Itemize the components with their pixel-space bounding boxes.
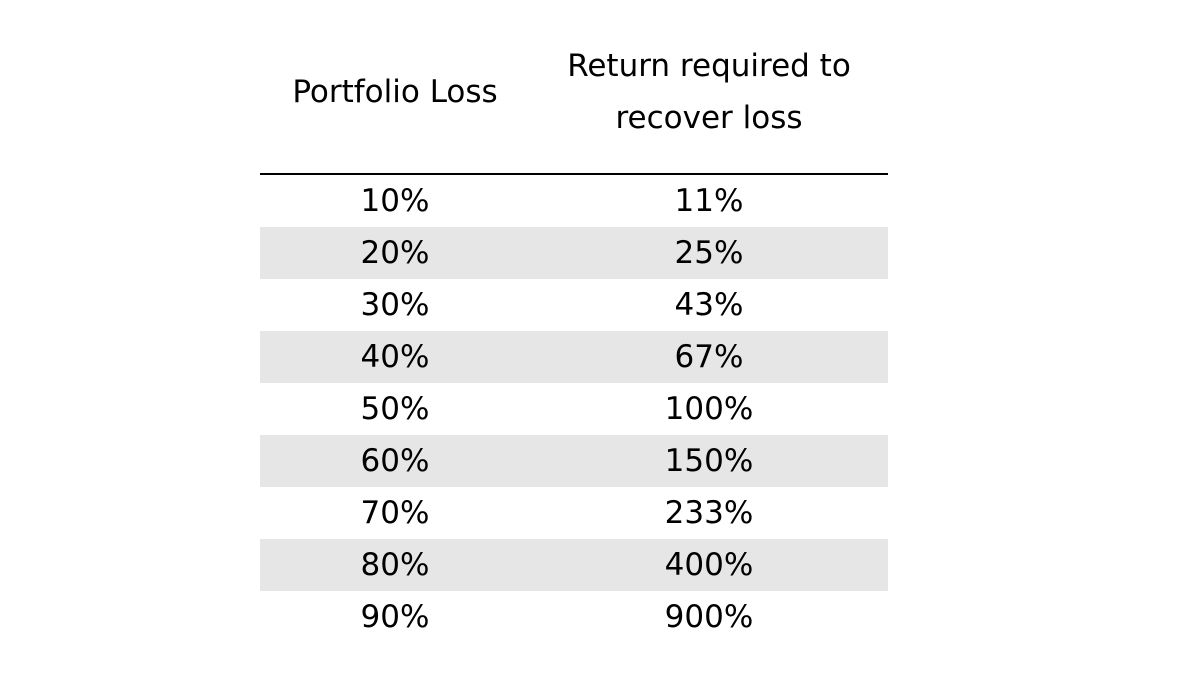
table-body: 10% 11% 20% 25% 30% 43% 40% 67% 50% 100% 60% 150% 70… (260, 175, 888, 643)
header-portfolio-loss: Portfolio Loss (260, 40, 530, 144)
header-return-required: Return required to recover loss (530, 40, 888, 144)
cell-portfolio-loss: 80% (360, 547, 430, 583)
table-row: 50% 100% (260, 383, 888, 435)
cell-return-required: 400% (664, 547, 754, 583)
cell-portfolio-loss: 60% (360, 443, 430, 479)
table-row: 20% 25% (260, 227, 888, 279)
cell-return-required: 100% (664, 391, 754, 427)
cell-return-required: 25% (674, 235, 744, 271)
cell-return-required: 900% (664, 599, 754, 635)
cell-portfolio-loss: 90% (360, 599, 430, 635)
cell-portfolio-loss: 70% (360, 495, 430, 531)
table-row: 60% 150% (260, 435, 888, 487)
cell-portfolio-loss: 10% (360, 183, 430, 219)
table-row: 30% 43% (260, 279, 888, 331)
table-row: 70% 233% (260, 487, 888, 539)
header-portfolio-loss-label: Portfolio Loss (292, 74, 498, 110)
cell-return-required: 43% (674, 287, 744, 323)
table-row: 90% 900% (260, 591, 888, 643)
header-return-required-line2: recover loss (615, 100, 803, 136)
cell-return-required: 67% (674, 339, 744, 375)
cell-portfolio-loss: 30% (360, 287, 430, 323)
cell-portfolio-loss: 40% (360, 339, 430, 375)
header-return-required-line1: Return required to (567, 48, 851, 84)
loss-recovery-table: Portfolio Loss Return required to recove… (260, 0, 888, 643)
table-header: Portfolio Loss Return required to recove… (260, 0, 888, 175)
cell-return-required: 233% (664, 495, 754, 531)
table-row: 10% 11% (260, 175, 888, 227)
cell-return-required: 11% (674, 183, 744, 219)
cell-return-required: 150% (664, 443, 754, 479)
cell-portfolio-loss: 50% (360, 391, 430, 427)
table-row: 80% 400% (260, 539, 888, 591)
cell-portfolio-loss: 20% (360, 235, 430, 271)
table-row: 40% 67% (260, 331, 888, 383)
